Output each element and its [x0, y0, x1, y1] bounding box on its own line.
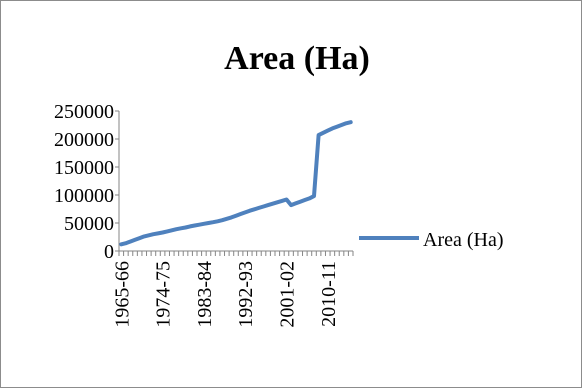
x-axis: 1965-66 1974-75 1983-84 1992-93 2001-02 2010-… — [111, 250, 354, 328]
y-axis: 0 50000 100000 150000 200000 250000 — [54, 101, 120, 263]
x-tick-label: 1983-84 — [194, 261, 216, 328]
series-line-area-ha — [119, 120, 353, 247]
x-tick-label: 2001-02 — [276, 261, 298, 328]
y-tick-label: 150000 — [54, 157, 114, 179]
chart-title: Area (Ha) — [224, 40, 370, 77]
y-tick-label: 250000 — [54, 101, 114, 123]
legend: Area (Ha) — [359, 229, 504, 251]
x-tick-label: 1974-75 — [153, 261, 175, 328]
y-tick-label: 200000 — [54, 129, 114, 151]
x-tick-label: 1965-66 — [111, 261, 133, 328]
y-tick-label: 0 — [104, 241, 114, 263]
x-tick-label: 2010-11 — [318, 261, 340, 327]
legend-label: Area (Ha) — [423, 229, 504, 251]
x-tick-label: 1992-93 — [235, 261, 257, 328]
series-layer — [119, 120, 353, 247]
y-tick-label: 100000 — [54, 185, 114, 207]
y-tick-label: 50000 — [64, 213, 114, 235]
